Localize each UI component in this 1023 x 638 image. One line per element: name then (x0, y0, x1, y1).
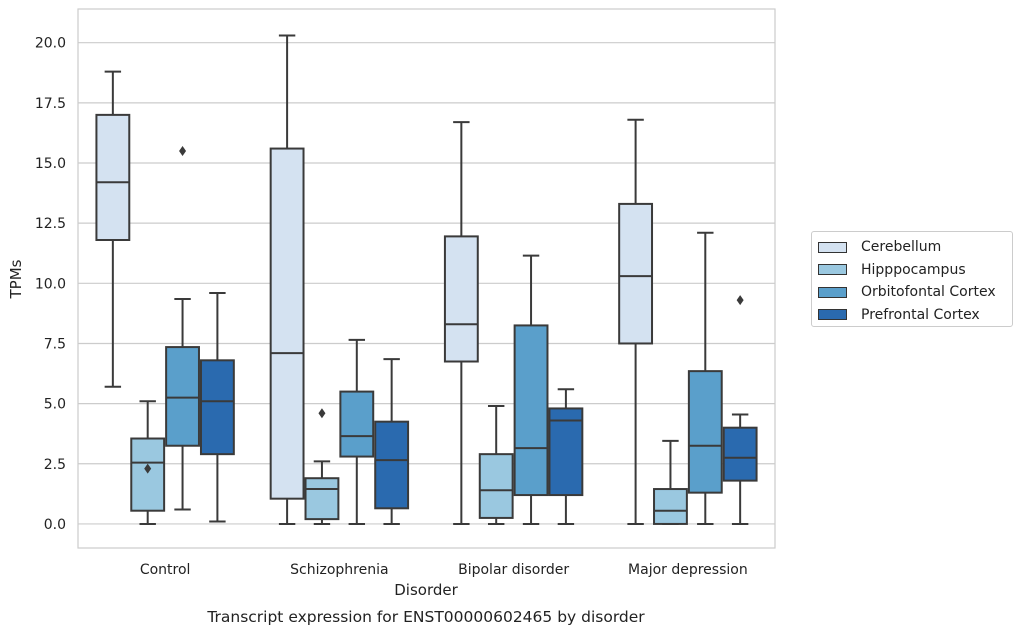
box-iqr (374, 420, 410, 510)
box-iqr (443, 235, 479, 363)
outlier-point (318, 408, 326, 419)
legend-swatch (818, 309, 847, 321)
box-iqr (304, 477, 340, 521)
box-orbitofontal-cortex-bipolar-disorder (513, 254, 549, 525)
legend-item: Orbitofontal Cortex (818, 281, 1012, 304)
legend-swatch (818, 241, 847, 253)
box-prefrontal-cortex-bipolar-disorder (548, 388, 584, 525)
x-tick-label: Major depression (628, 562, 748, 578)
box-prefrontal-cortex-schizophrenia (374, 358, 410, 525)
legend-item: Hipppocampus (818, 259, 1012, 282)
box-iqr (548, 407, 584, 497)
box-iqr (199, 359, 235, 456)
legend-label: Orbitofontal Cortex (861, 284, 996, 301)
legend-item: Cerebellum (818, 236, 1012, 259)
box-hipppocampus-control (130, 400, 166, 525)
box-orbitofontal-cortex-control (165, 145, 200, 511)
box-iqr (478, 453, 514, 519)
box-cerebellum-control (95, 70, 131, 388)
box-cerebellum-bipolar-disorder (443, 121, 479, 525)
y-tick-label: 5.0 (44, 397, 66, 413)
legend-label: Cerebellum (861, 239, 942, 256)
y-tick-label: 0.0 (44, 517, 66, 533)
y-tick-label: 12.5 (35, 216, 66, 232)
box-prefrontal-cortex-control (199, 291, 235, 523)
plot-area-frame (77, 8, 776, 549)
legend: Cerebellum Hipppocampus Orbitofontal Corte… (811, 231, 1013, 327)
y-tick-label: 7.5 (44, 336, 66, 352)
box-hipppocampus-bipolar-disorder (478, 405, 514, 525)
box-hipppocampus-schizophrenia (304, 408, 340, 525)
box-iqr (687, 370, 723, 494)
box-iqr (513, 324, 549, 497)
box-iqr (130, 437, 166, 512)
box-iqr (269, 147, 305, 500)
box-orbitofontal-cortex-major-depression (687, 231, 723, 525)
box-prefrontal-cortex-major-depression (722, 295, 758, 525)
box-cerebellum-schizophrenia (269, 34, 305, 525)
y-tick-label: 17.5 (35, 96, 66, 112)
legend-swatch (818, 264, 847, 276)
chart-title: Transcript expression for ENST0000060246… (206, 608, 645, 626)
box-iqr (165, 346, 200, 447)
outlier-point (144, 463, 152, 474)
y-tick-label: 20.0 (35, 36, 66, 52)
box-iqr (722, 426, 758, 482)
legend-label: Hipppocampus (861, 261, 966, 278)
legend-swatch (818, 286, 847, 298)
box-hipppocampus-major-depression (653, 439, 688, 525)
y-tick-label: 15.0 (35, 156, 66, 172)
box-iqr (339, 390, 375, 458)
x-tick-label: Bipolar disorder (458, 562, 569, 578)
outlier-point (736, 295, 744, 306)
box-orbitofontal-cortex-schizophrenia (339, 338, 375, 525)
outlier-point (179, 145, 187, 156)
box-iqr (653, 488, 688, 525)
x-tick-label: Control (140, 562, 191, 578)
x-axis-label: Disorder (394, 581, 458, 599)
box-iqr (95, 113, 131, 241)
box-cerebellum-major-depression (618, 118, 654, 525)
y-tick-label: 10.0 (35, 276, 66, 292)
legend-item: Prefrontal Cortex (818, 304, 1012, 327)
legend-label: Prefrontal Cortex (861, 306, 980, 323)
y-tick-label: 2.5 (44, 457, 66, 473)
y-axis-label: TPMs (7, 259, 25, 299)
x-tick-label: Schizophrenia (290, 562, 388, 578)
box-iqr (618, 202, 654, 345)
